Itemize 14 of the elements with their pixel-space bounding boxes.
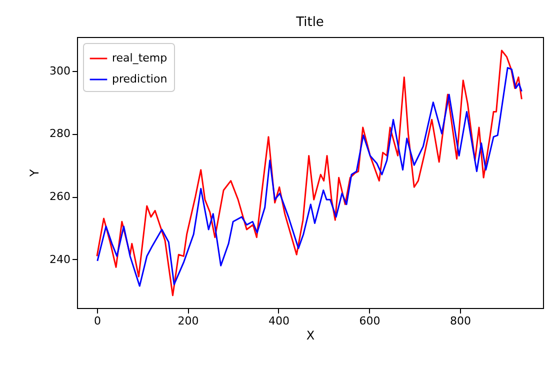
y-tick-label: 240 — [50, 252, 70, 266]
legend-label: real_temp — [112, 52, 168, 64]
y-tick-label: 280 — [50, 127, 70, 140]
y-tick-label: 260 — [50, 190, 70, 204]
y-tick-label: 300 — [50, 64, 70, 78]
y-axis-title: Y — [28, 168, 42, 178]
x-axis-title: X — [306, 328, 315, 342]
x-tick-label: 800 — [450, 314, 471, 328]
legend-label: prediction — [112, 72, 168, 86]
x-tick-label: 200 — [178, 314, 199, 328]
x-tick-label: 400 — [268, 314, 290, 328]
x-tick-label: 600 — [359, 314, 380, 328]
x-tick-label: 0 — [94, 314, 101, 328]
chart-title: Title — [295, 15, 324, 30]
